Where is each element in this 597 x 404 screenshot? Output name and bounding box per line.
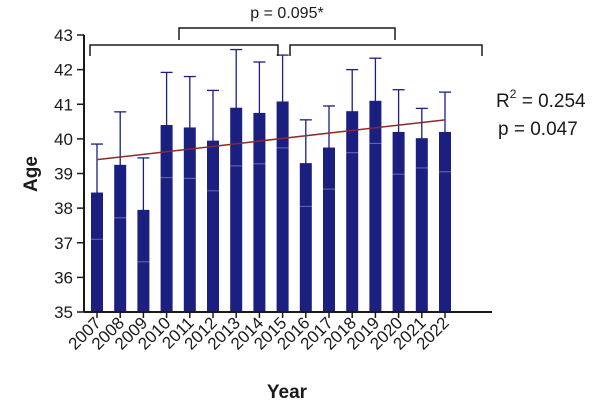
y-tick-label-35: 35 bbox=[54, 303, 73, 322]
trend-p-value: p = 0.047 bbox=[498, 119, 578, 140]
bar-2019 bbox=[369, 100, 382, 312]
bracket-left bbox=[89, 44, 279, 56]
bar-2022 bbox=[439, 131, 451, 312]
bar-2010 bbox=[160, 125, 173, 313]
r-squared-value: = 0.254 bbox=[516, 91, 586, 112]
y-tick-label-37: 37 bbox=[54, 234, 73, 253]
y-tick-label-40: 40 bbox=[54, 130, 73, 149]
bar-2012 bbox=[207, 140, 219, 312]
y-tick-label-43: 43 bbox=[54, 26, 73, 45]
bar-2013 bbox=[230, 107, 243, 313]
y-tick-label-42: 42 bbox=[54, 61, 73, 80]
y-tick-label-39: 39 bbox=[54, 165, 73, 184]
bar-2021 bbox=[415, 138, 428, 312]
bracket-top bbox=[178, 27, 396, 40]
error-bars-group bbox=[91, 48, 451, 263]
bar-2018 bbox=[346, 111, 359, 312]
bar-2016 bbox=[299, 163, 312, 312]
y-tick-label-38: 38 bbox=[54, 199, 73, 218]
y-axis-title: Age bbox=[21, 156, 42, 192]
bracket-right bbox=[289, 44, 483, 56]
r-squared-label: R2 = 0.254 bbox=[496, 87, 586, 112]
bars-group bbox=[91, 100, 451, 313]
bar-2020 bbox=[392, 131, 405, 312]
y-tick-label-41: 41 bbox=[54, 95, 73, 114]
bar-2017 bbox=[323, 147, 335, 312]
bar-2014 bbox=[253, 112, 266, 312]
x-axis-title: Year bbox=[267, 382, 308, 403]
r-squared-base: R bbox=[496, 91, 510, 112]
y-tick-label-36: 36 bbox=[54, 268, 73, 287]
bar-2015 bbox=[276, 101, 289, 312]
x-ticks-group: 2007200820092010201120122013201420152016… bbox=[65, 312, 453, 354]
r-squared-sup: 2 bbox=[510, 87, 517, 101]
y-ticks-group: 35 36 37 38 39 40 41 42 43 bbox=[54, 26, 84, 322]
bar-2011 bbox=[183, 127, 196, 312]
bracket-p-value: p = 0.095* bbox=[250, 5, 323, 22]
bar-2008 bbox=[114, 164, 127, 312]
trend-line bbox=[96, 119, 446, 161]
bar-2007 bbox=[91, 192, 103, 312]
